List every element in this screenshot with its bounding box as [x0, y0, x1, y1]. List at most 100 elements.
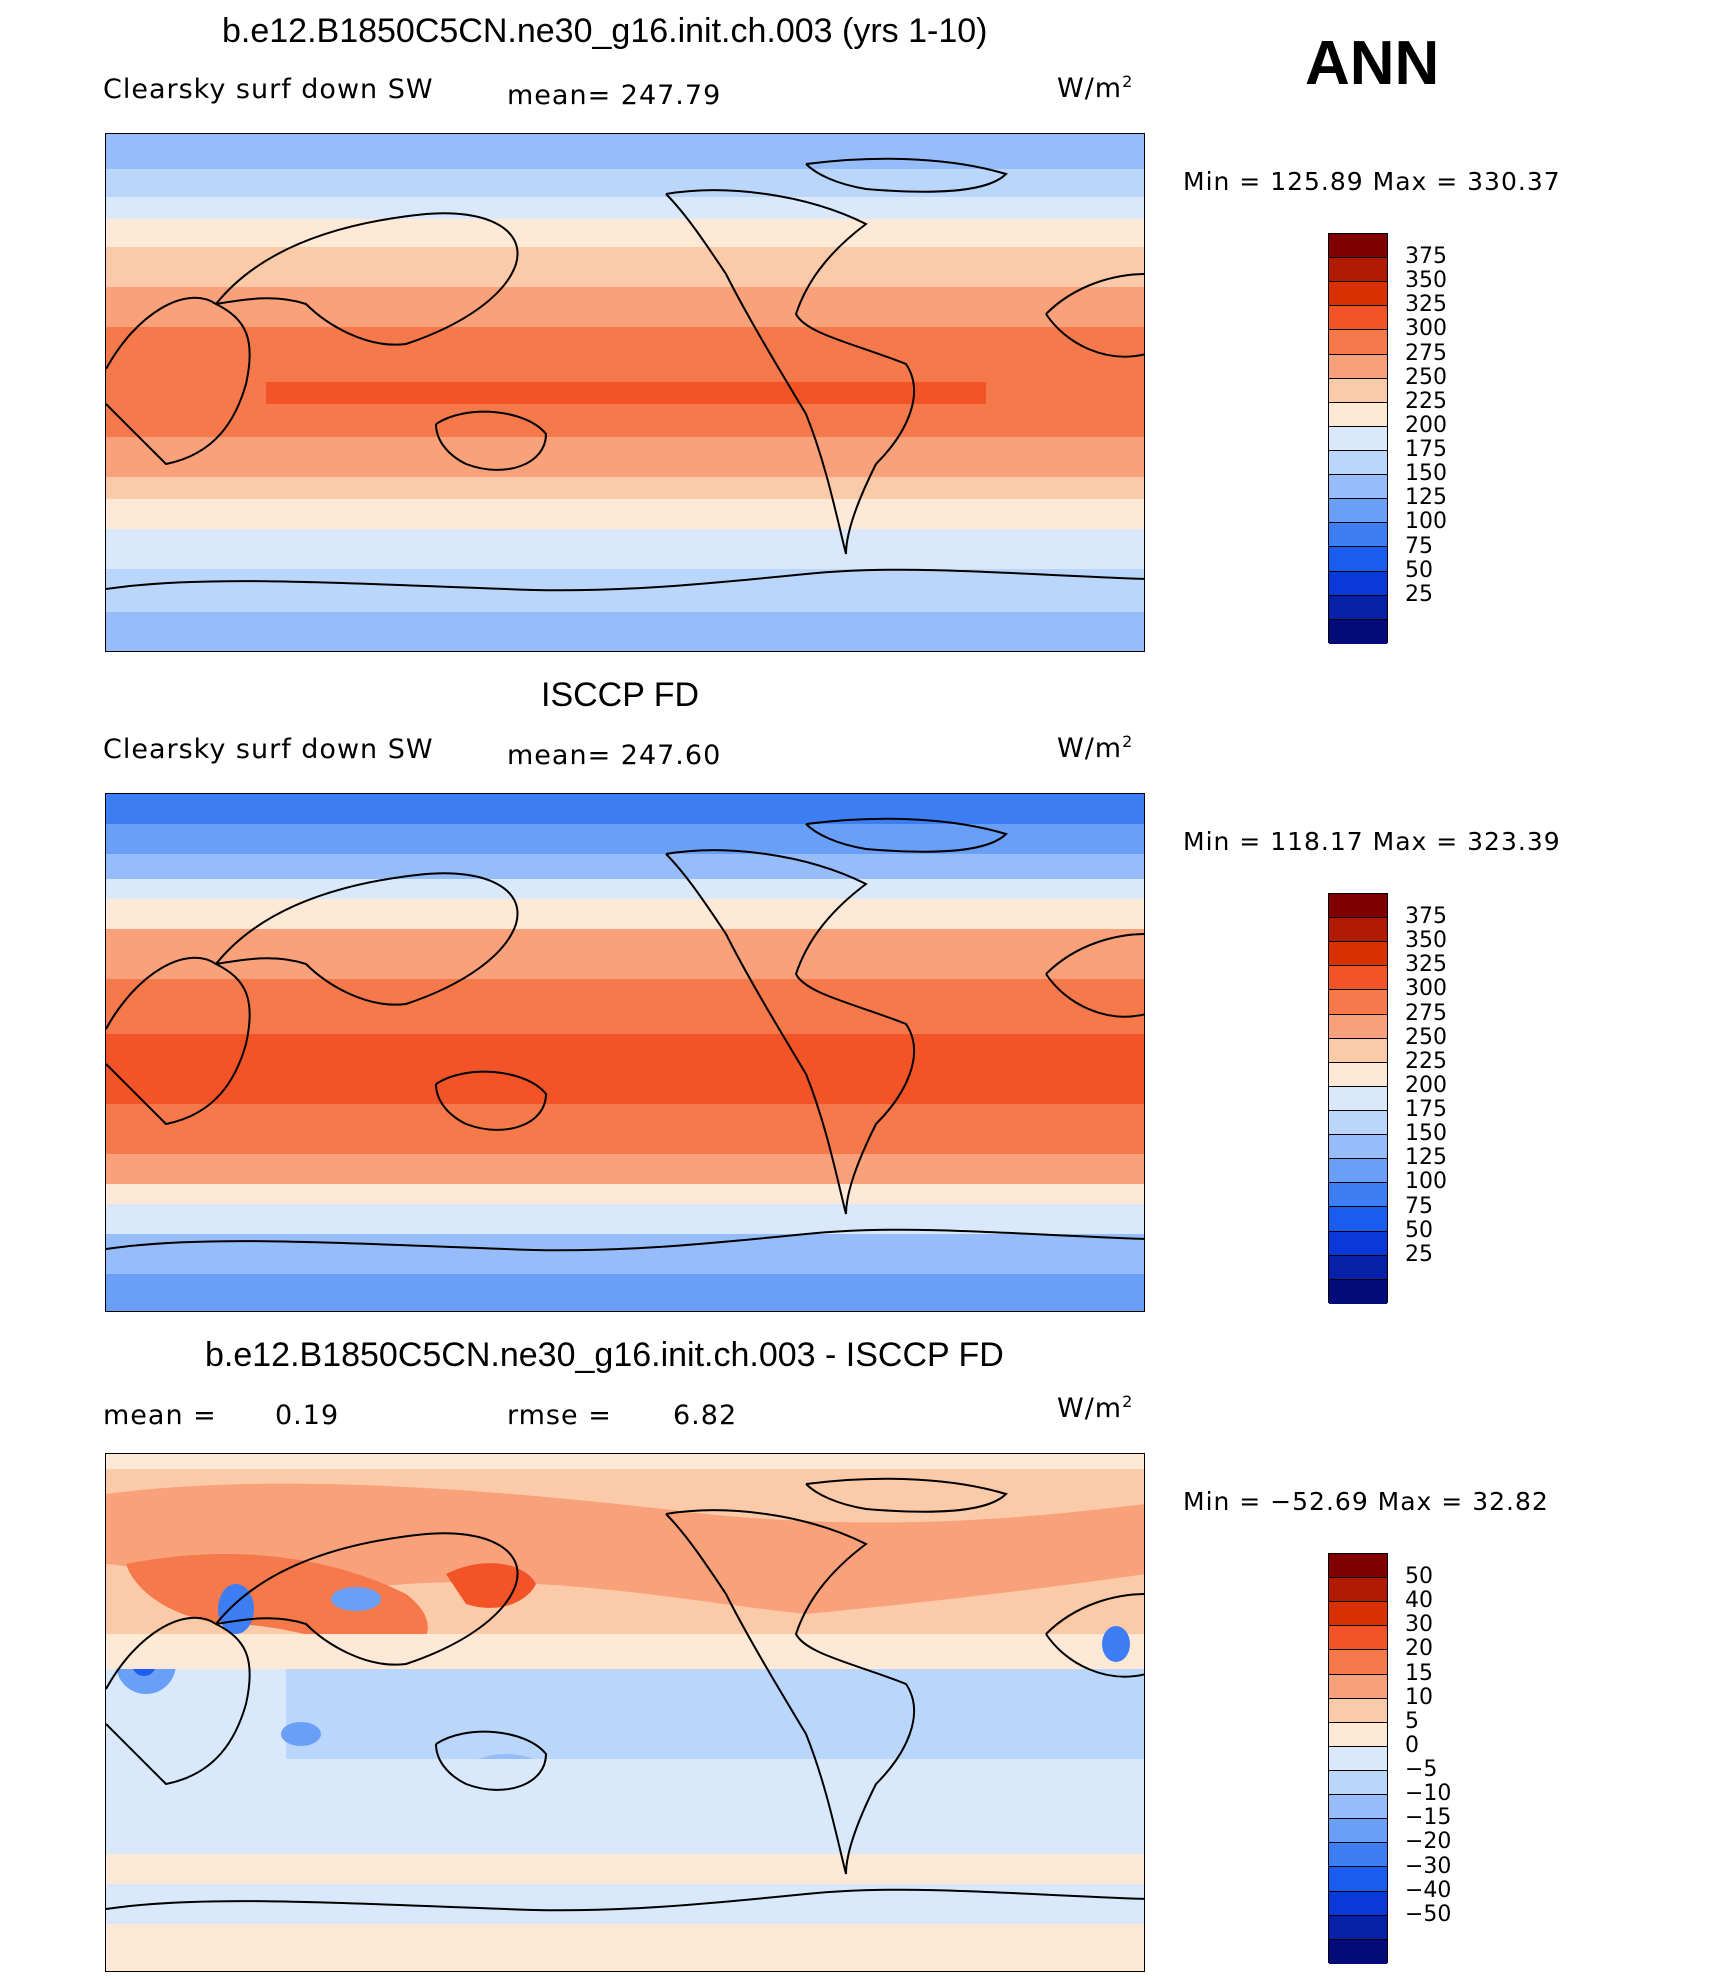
- panel1-title: b.e12.B1850C5CN.ne30_g16.init.ch.003 (yr…: [222, 12, 988, 50]
- colorbar-tick-label: −15: [1405, 1805, 1452, 1831]
- colorbar-swatch: [1329, 547, 1387, 572]
- colorbar-swatch: [1329, 282, 1387, 307]
- panel3-rmse-label: rmse =: [507, 1400, 612, 1431]
- colorbar-swatch: [1329, 966, 1387, 991]
- colorbar-swatch: [1329, 1110, 1387, 1136]
- colorbar-tick-label: 350: [1405, 268, 1447, 294]
- colorbar-tick-label: −50: [1405, 1901, 1452, 1927]
- colorbar-swatch: [1329, 1626, 1387, 1651]
- colorbar-swatch: [1329, 499, 1387, 524]
- colorbar-swatch: [1329, 1135, 1387, 1160]
- colorbar-swatch: [1329, 1674, 1387, 1699]
- colorbar-swatch: [1329, 990, 1387, 1015]
- colorbar-tick-label: 125: [1405, 485, 1447, 511]
- colorbar-swatch: [1329, 1231, 1387, 1256]
- colorbar-tick-label: 200: [1405, 412, 1447, 438]
- colorbar-swatch: [1329, 942, 1387, 967]
- colorbar-swatch: [1329, 523, 1387, 548]
- colorbar-tick-label: 150: [1405, 461, 1447, 487]
- colorbar-swatch: [1329, 450, 1387, 476]
- colorbar-tick-label: 50: [1405, 1217, 1433, 1243]
- colorbar-swatch: [1329, 475, 1387, 500]
- colorbar-tick-label: 300: [1405, 976, 1447, 1002]
- colorbar-swatch: [1329, 354, 1387, 379]
- colorbar-swatch: [1329, 1578, 1387, 1603]
- colorbar-tick-label: 0: [1405, 1732, 1419, 1758]
- panel3-map: [105, 1453, 1145, 1972]
- colorbar-swatch: [1329, 619, 1387, 644]
- colorbar-tick-label: 125: [1405, 1145, 1447, 1171]
- colorbar-tick-label: 250: [1405, 364, 1447, 390]
- colorbar-tick-label: 375: [1405, 244, 1447, 270]
- colorbar-swatch: [1329, 571, 1387, 596]
- colorbar-swatch: [1329, 1602, 1387, 1627]
- colorbar-swatch: [1329, 330, 1387, 355]
- colorbar-tick-label: 225: [1405, 388, 1447, 414]
- colorbar-tick-label: −30: [1405, 1853, 1452, 1879]
- colorbar-swatch: [1329, 1939, 1387, 1964]
- colorbar-tick-label: 15: [1405, 1660, 1433, 1686]
- colorbar-tick-label: 250: [1405, 1024, 1447, 1050]
- panel3-minmax: Min = −52.69 Max = 32.82: [1183, 1487, 1549, 1516]
- colorbar-swatch: [1329, 1650, 1387, 1675]
- panel1-minmax: Min = 125.89 Max = 330.37: [1183, 167, 1561, 196]
- panel1-units: W/m2: [1057, 72, 1134, 104]
- colorbar-swatch: [1329, 1915, 1387, 1940]
- colorbar-tick-label: 100: [1405, 1169, 1447, 1195]
- colorbar-tick-label: 40: [1405, 1588, 1433, 1614]
- colorbar-swatch: [1329, 234, 1387, 259]
- colorbar-tick-label: 375: [1405, 904, 1447, 930]
- colorbar-swatch: [1329, 426, 1387, 451]
- colorbar-swatch: [1329, 1867, 1387, 1892]
- colorbar-tick-label: −20: [1405, 1829, 1452, 1855]
- colorbar-tick-label: 25: [1405, 581, 1433, 607]
- colorbar-tick-label: 200: [1405, 1072, 1447, 1098]
- colorbar-swatch: [1329, 1183, 1387, 1208]
- colorbar-tick-label: 325: [1405, 292, 1447, 318]
- colorbar-swatch: [1329, 595, 1387, 620]
- colorbar-tick-label: 5: [1405, 1708, 1419, 1734]
- colorbar-swatch: [1329, 1554, 1387, 1579]
- colorbar-swatch: [1329, 894, 1387, 919]
- colorbar-swatch: [1329, 1795, 1387, 1820]
- colorbar-tick-label: 275: [1405, 340, 1447, 366]
- colorbar-swatch: [1329, 1159, 1387, 1184]
- colorbar-tick-label: 175: [1405, 437, 1447, 463]
- colorbar-tick-label: −10: [1405, 1781, 1452, 1807]
- colorbar-swatch: [1329, 1207, 1387, 1232]
- colorbar-swatch: [1329, 1062, 1387, 1087]
- colorbar-tick-label: 350: [1405, 928, 1447, 954]
- colorbar-swatch: [1329, 378, 1387, 403]
- panel2-colorbar-ticks: 375 350 325 300 275 250 225 200 175 150 125 100 75 50…: [1405, 893, 1485, 1303]
- colorbar-tick-label: 30: [1405, 1612, 1433, 1638]
- panel2-variable: Clearsky surf down SW: [103, 734, 434, 765]
- panel2-map: [105, 793, 1145, 1312]
- colorbar-tick-label: 100: [1405, 509, 1447, 535]
- panel3-rmse-value: 6.82: [673, 1400, 738, 1431]
- colorbar-swatch: [1329, 1255, 1387, 1280]
- colorbar-swatch: [1329, 1279, 1387, 1304]
- colorbar-swatch: [1329, 1038, 1387, 1063]
- panel2-mean: mean= 247.60: [507, 740, 722, 771]
- colorbar-swatch: [1329, 1843, 1387, 1868]
- panel3-colorbar-ticks: 50 40 30 20 15 10 5 0 −5 −10 −15 −20 −30 −40 −50: [1405, 1553, 1485, 1963]
- colorbar-swatch: [1329, 1770, 1387, 1796]
- colorbar-tick-label: 300: [1405, 316, 1447, 342]
- panel2-title: ISCCP FD: [541, 676, 700, 714]
- colorbar-swatch: [1329, 1698, 1387, 1723]
- colorbar-tick-label: 25: [1405, 1241, 1433, 1267]
- panel3-mean-value: 0.19: [275, 1400, 340, 1431]
- panel1-colorbar-ticks: 375 350 325 300 275 250 225 200 175 150 125 100 75 50…: [1405, 233, 1485, 643]
- colorbar-tick-label: 150: [1405, 1121, 1447, 1147]
- colorbar-tick-label: −5: [1405, 1757, 1438, 1783]
- colorbar-swatch: [1329, 258, 1387, 283]
- colorbar-swatch: [1329, 306, 1387, 331]
- panel3-colorbar: [1328, 1553, 1388, 1964]
- colorbar-swatch: [1329, 1891, 1387, 1916]
- colorbar-tick-label: 325: [1405, 952, 1447, 978]
- colorbar-tick-label: 75: [1405, 1193, 1433, 1219]
- colorbar-swatch: [1329, 1819, 1387, 1844]
- colorbar-tick-label: 75: [1405, 533, 1433, 559]
- season-label: ANN: [1305, 29, 1440, 98]
- colorbar-swatch: [1329, 1086, 1387, 1111]
